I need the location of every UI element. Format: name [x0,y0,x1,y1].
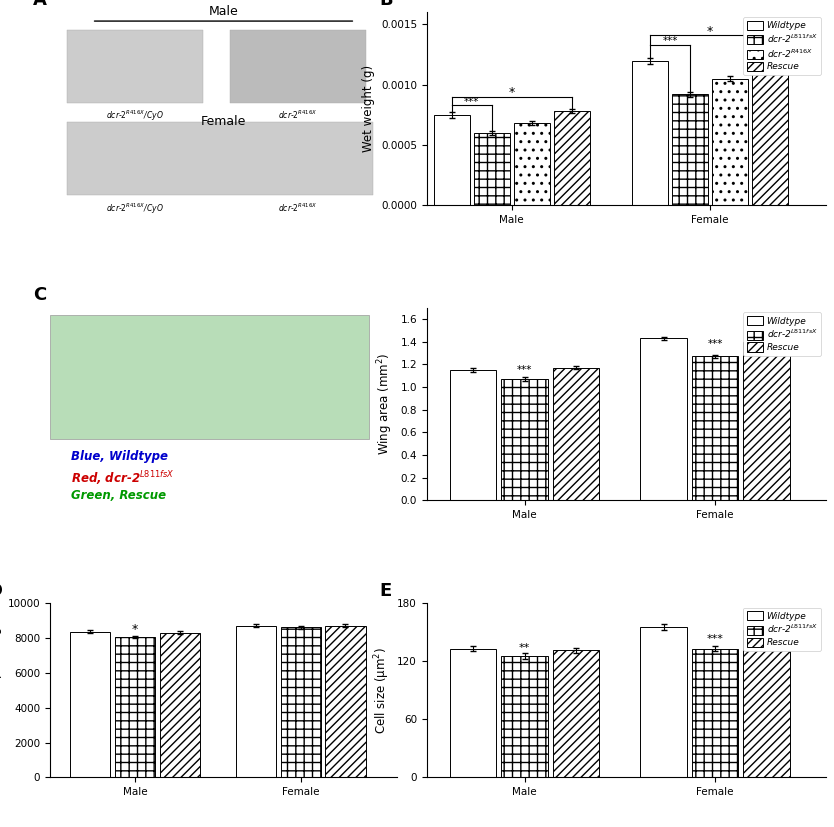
Legend: Wildtype, dcr-2$^{L811fsX}$, Rescue: Wildtype, dcr-2$^{L811fsX}$, Rescue [505,651,583,695]
Bar [743,342,790,500]
Bar [280,628,321,777]
FancyBboxPatch shape [68,30,203,103]
FancyBboxPatch shape [68,122,373,195]
Bar [641,338,686,500]
Bar [450,370,496,500]
Bar [159,633,200,777]
Bar [115,637,155,777]
Bar [672,94,708,205]
FancyBboxPatch shape [50,315,369,439]
Bar [325,626,365,777]
Text: ***: *** [662,36,678,46]
Text: *: * [509,86,515,99]
Bar [514,123,550,205]
Text: D: D [0,581,3,600]
Y-axis label: Wing area (mm$^2$): Wing area (mm$^2$) [375,353,394,456]
Bar [711,79,748,205]
Bar [692,648,738,777]
Legend: Wildtype, dcr-2$^{L811fsX}$, dcr-2$^{R416X}$, Rescue: Wildtype, dcr-2$^{L811fsX}$, dcr-2$^{R41… [743,17,821,75]
Y-axis label: Cell size (μm$^2$): Cell size (μm$^2$) [372,647,392,734]
Bar [236,626,276,777]
Bar [553,368,599,500]
Text: *: * [706,25,713,38]
Text: ***: *** [706,633,723,643]
Bar [70,632,110,777]
Y-axis label: Wet weight (g): Wet weight (g) [362,65,375,152]
Bar [641,627,686,777]
Text: Red, dcr-2$^{L811fsX}$: Red, dcr-2$^{L811fsX}$ [71,470,174,487]
Text: $dcr$-$2^{R416X}$: $dcr$-$2^{R416X}$ [279,201,318,213]
Text: ***: *** [517,366,532,375]
Bar [554,111,590,205]
Bar [632,60,668,205]
Text: ***: *** [464,97,480,107]
Text: Male: Male [208,5,239,18]
Text: $dcr$-$2^{R416X}$: $dcr$-$2^{R416X}$ [279,109,318,121]
Text: **: ** [519,643,530,653]
Text: $dcr$-$2^{R416X}$/CyO: $dcr$-$2^{R416X}$/CyO [106,201,164,216]
Text: *: * [132,624,138,636]
Bar [450,648,496,777]
Bar [743,630,790,777]
Legend: Wildtype, dcr-2$^{L811fsX}$, Rescue: Wildtype, dcr-2$^{L811fsX}$, Rescue [743,608,821,651]
Bar [434,115,470,205]
Text: E: E [379,581,391,600]
Bar [501,379,548,500]
Text: Green, Rescue: Green, Rescue [71,489,166,502]
Bar [474,133,510,205]
Text: B: B [379,0,393,8]
Bar [751,58,787,205]
Text: ***: *** [707,339,723,349]
FancyBboxPatch shape [230,30,365,103]
Text: A: A [33,0,47,8]
Text: C: C [33,286,46,304]
Text: Female: Female [201,114,246,127]
Y-axis label: Cell number per wing: Cell number per wing [0,627,3,754]
Text: Blue, Wildtype: Blue, Wildtype [71,451,168,463]
Legend: Wildtype, dcr-2$^{L811fsX}$, Rescue: Wildtype, dcr-2$^{L811fsX}$, Rescue [743,313,821,356]
Bar [553,651,599,777]
Text: $dcr$-$2^{R416X}$/CyO: $dcr$-$2^{R416X}$/CyO [106,109,164,123]
Bar [501,657,548,777]
Bar [692,356,738,500]
